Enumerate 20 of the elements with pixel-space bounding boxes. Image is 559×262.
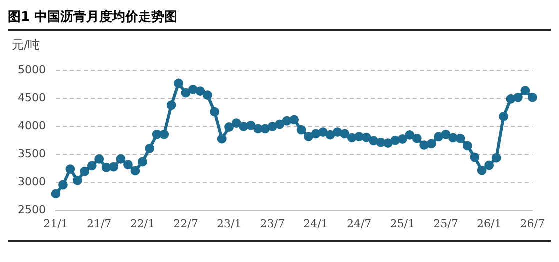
x-tick-label: 26/1	[476, 217, 502, 230]
x-tick-label: 25/1	[390, 217, 416, 230]
x-tick-label: 24/7	[346, 217, 372, 230]
y-tick-label: 3500	[18, 148, 46, 161]
x-tick-label: 22/7	[174, 217, 198, 230]
x-tick-label: 26/7	[520, 217, 545, 230]
x-tick-label: 22/1	[130, 217, 156, 230]
y-tick-label: 4500	[18, 92, 46, 104]
x-tick-label: 25/7	[434, 217, 458, 230]
x-tick-label: 23/1	[216, 217, 242, 230]
x-tick-label: 24/1	[304, 217, 328, 230]
x-tick-label: 21/7	[86, 217, 112, 230]
y-tick-label: 4000	[18, 120, 46, 133]
x-tick-label: 23/7	[260, 217, 286, 230]
y-tick-label: 2500	[18, 204, 46, 217]
chart-title: 图1 中国沥青月度均价走势图	[8, 8, 551, 31]
y-tick-label: 5000	[18, 63, 46, 76]
y-tick-label: 3000	[18, 176, 46, 189]
x-tick-label: 21/1	[44, 217, 68, 230]
y-axis-title: 元/吨	[12, 37, 42, 54]
